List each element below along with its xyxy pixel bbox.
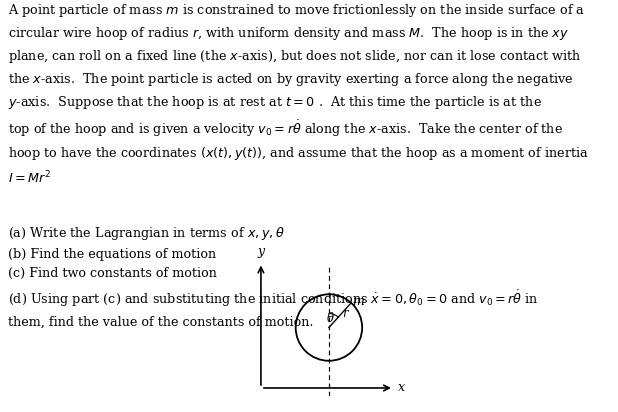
Text: r: r <box>342 307 348 320</box>
Text: x: x <box>399 382 405 394</box>
Text: y: y <box>257 245 265 258</box>
Text: m: m <box>352 295 364 308</box>
Text: θ: θ <box>327 312 334 325</box>
Text: (a) Write the Lagrangian in terms of $x, y, \theta$
(b) Find the equations of mo: (a) Write the Lagrangian in terms of $x,… <box>8 225 539 328</box>
Text: A point particle of mass $m$ is constrained to move frictionlessly on the inside: A point particle of mass $m$ is constrai… <box>8 2 588 186</box>
